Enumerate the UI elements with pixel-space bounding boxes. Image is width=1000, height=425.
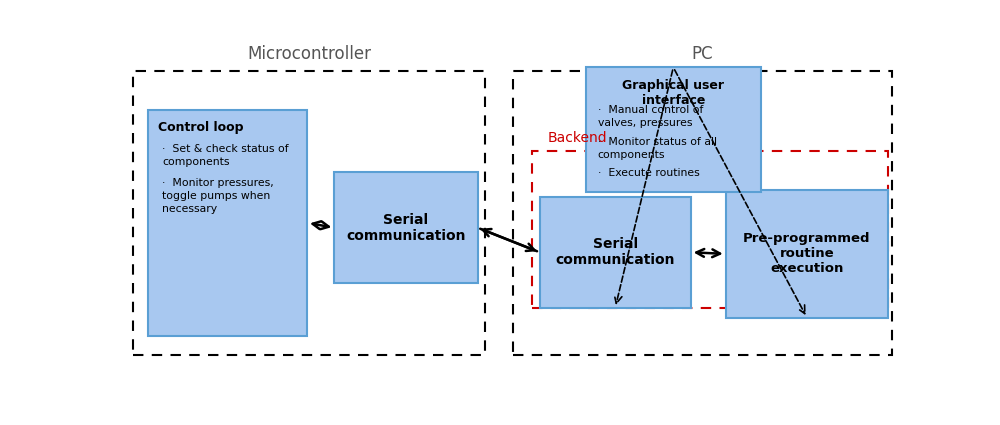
Text: Serial
communication: Serial communication [346, 212, 466, 243]
Text: ·  Execute routines: · Execute routines [598, 168, 700, 178]
Text: Serial
communication: Serial communication [555, 237, 675, 267]
Bar [532, 151, 888, 308]
Text: PC: PC [692, 45, 713, 63]
Text: Backend: Backend [547, 131, 607, 145]
Bar [540, 197, 691, 308]
Text: ·  Set & check status of
components: · Set & check status of components [162, 144, 289, 167]
Text: ·  Monitor pressures,
toggle pumps when
necessary: · Monitor pressures, toggle pumps when n… [162, 178, 274, 214]
Bar [133, 71, 485, 355]
Bar [586, 68, 761, 192]
Text: Microcontroller: Microcontroller [247, 45, 371, 63]
Bar [726, 190, 888, 318]
Text: Control loop: Control loop [158, 122, 243, 134]
Text: ·  Manual control of
valves, pressures: · Manual control of valves, pressures [598, 105, 703, 128]
Bar [148, 110, 307, 336]
Text: Pre-programmed
routine
execution: Pre-programmed routine execution [743, 232, 871, 275]
Bar [512, 71, 892, 355]
Bar [334, 172, 478, 283]
Text: Graphical user
interface: Graphical user interface [622, 79, 724, 107]
Text: ·  Monitor status of all
components: · Monitor status of all components [598, 137, 717, 160]
